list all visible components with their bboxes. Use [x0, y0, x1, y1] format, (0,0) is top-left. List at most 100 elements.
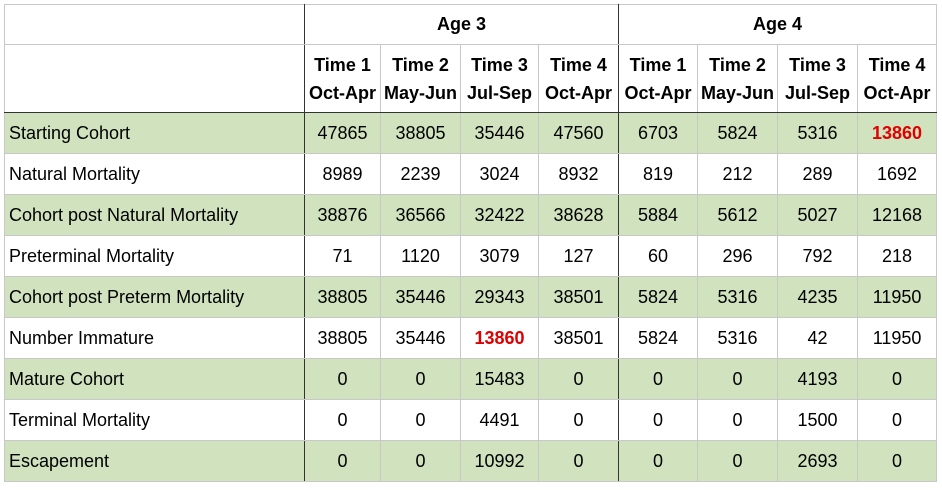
table-row: Preterminal Mortality 71 1120 3079 127 60 296 7… [4, 235, 938, 277]
table-cell: 2693 [777, 440, 859, 482]
age-4-header: Age 4 [618, 4, 938, 45]
period-time: Time 3 [789, 54, 846, 75]
table-row: Mature Cohort 0 0 15483 0 0 0 4193 0 [4, 358, 938, 400]
table-cell: 8989 [304, 153, 381, 195]
table-cell: 792 [777, 235, 859, 277]
period-months: Oct-Apr [545, 82, 613, 103]
table-row: Number Immature 38805 35446 13860 38501 5824 5… [4, 317, 938, 359]
period-months: Jul-Sep [466, 82, 532, 103]
table-cell: 35446 [380, 276, 461, 318]
row-label: Terminal Mortality [4, 399, 305, 441]
table-cell: 5824 [697, 112, 779, 154]
row-label: Cohort post Natural Mortality [4, 194, 305, 236]
table-row: Terminal Mortality 0 0 4491 0 0 0 1500 0 [4, 399, 938, 441]
table-cell: 38628 [537, 194, 620, 236]
table-cell: 0 [697, 358, 779, 400]
period-months: Oct-Apr [309, 82, 376, 103]
period-header-row: Time 1 Oct-Apr Time 2 May-Jun Time 3 Jul-Se… [4, 44, 938, 113]
table-cell: 0 [618, 358, 699, 400]
corner-cell [4, 4, 305, 45]
table-cell: 289 [777, 153, 859, 195]
period-header: Time 4 Oct-Apr [537, 44, 620, 113]
table-cell: 0 [304, 358, 381, 400]
period-months: Oct-Apr [863, 82, 931, 103]
row-label: Preterminal Mortality [4, 235, 305, 277]
period-header: Time 4 Oct-Apr [857, 44, 938, 113]
table-cell: 0 [380, 399, 461, 441]
table-cell: 5612 [697, 194, 779, 236]
table-cell: 296 [697, 235, 779, 277]
table-cell: 10992 [460, 440, 539, 482]
table-cell: 127 [537, 235, 620, 277]
period-time: Time 2 [392, 54, 449, 75]
table-cell: 47560 [537, 112, 620, 154]
table-cell: 71 [304, 235, 381, 277]
table-cell: 3079 [460, 235, 539, 277]
period-header: Time 2 May-Jun [380, 44, 461, 113]
table-cell: 8932 [537, 153, 620, 195]
period-header: Time 2 May-Jun [697, 44, 779, 113]
table-cell: 60 [618, 235, 699, 277]
table-cell: 4193 [777, 358, 859, 400]
table-cell: 5824 [618, 276, 699, 318]
table-cell: 4491 [460, 399, 539, 441]
table-cell: 13860 [857, 112, 938, 154]
table-cell: 0 [857, 440, 938, 482]
table-cell: 212 [697, 153, 779, 195]
table-cell: 38805 [304, 276, 381, 318]
table-cell: 0 [697, 399, 779, 441]
corner-cell-2 [4, 44, 305, 113]
table-cell: 2239 [380, 153, 461, 195]
table-cell: 29343 [460, 276, 539, 318]
table-cell: 1120 [380, 235, 461, 277]
table-cell: 5824 [618, 317, 699, 359]
table-row: Cohort post Natural Mortality 38876 36566 3… [4, 194, 938, 236]
table-cell: 11950 [857, 317, 938, 359]
table-cell: 35446 [460, 112, 539, 154]
table-cell: 4235 [777, 276, 859, 318]
table-cell: 0 [304, 440, 381, 482]
table-cell: 819 [618, 153, 699, 195]
table-cell: 13860 [460, 317, 539, 359]
table-cell: 0 [537, 358, 620, 400]
table-cell: 36566 [380, 194, 461, 236]
row-label: Number Immature [4, 317, 305, 359]
row-label: Mature Cohort [4, 358, 305, 400]
table-cell: 38501 [537, 317, 620, 359]
table-cell: 5316 [697, 276, 779, 318]
period-time: Time 1 [314, 54, 371, 75]
table-cell: 42 [777, 317, 859, 359]
table-cell: 0 [380, 440, 461, 482]
table-cell: 47865 [304, 112, 381, 154]
table-cell: 12168 [857, 194, 938, 236]
period-time: Time 4 [550, 54, 607, 75]
table-cell: 38501 [537, 276, 620, 318]
table-cell: 38805 [380, 112, 461, 154]
period-time: Time 2 [709, 54, 766, 75]
table-row: Cohort post Preterm Mortality 38805 35446 2… [4, 276, 938, 318]
table-cell: 0 [380, 358, 461, 400]
period-time: Time 1 [629, 54, 687, 75]
period-header: Time 3 Jul-Sep [777, 44, 859, 113]
table-row: Natural Mortality 8989 2239 3024 8932 819 212 2… [4, 153, 938, 195]
table-cell: 11950 [857, 276, 938, 318]
table-cell: 0 [857, 399, 938, 441]
table-cell: 35446 [380, 317, 461, 359]
table-cell: 0 [537, 399, 620, 441]
table-cell: 0 [857, 358, 938, 400]
table-cell: 38876 [304, 194, 381, 236]
period-months: Jul-Sep [785, 82, 851, 103]
period-time: Time 4 [868, 54, 926, 75]
period-months: May-Jun [701, 82, 775, 103]
table-cell: 1692 [857, 153, 938, 195]
table-row: Starting Cohort 47865 38805 35446 47560 6703 5… [4, 112, 938, 154]
table-cell: 6703 [618, 112, 699, 154]
table-cell: 0 [537, 440, 620, 482]
table-cell: 5316 [697, 317, 779, 359]
table-cell: 1500 [777, 399, 859, 441]
table-cell: 3024 [460, 153, 539, 195]
table-cell: 15483 [460, 358, 539, 400]
table-cell: 5884 [618, 194, 699, 236]
period-header: Time 1 Oct-Apr [618, 44, 699, 113]
table-cell: 38805 [304, 317, 381, 359]
